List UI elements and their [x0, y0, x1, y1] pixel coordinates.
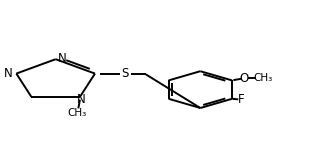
Text: S: S	[121, 67, 129, 80]
Text: F: F	[238, 93, 244, 106]
Text: O: O	[239, 72, 248, 85]
Text: N: N	[4, 67, 13, 80]
Text: CH₃: CH₃	[253, 73, 273, 83]
Text: N: N	[77, 93, 86, 106]
Text: CH₃: CH₃	[68, 108, 87, 118]
Text: N: N	[58, 52, 67, 65]
